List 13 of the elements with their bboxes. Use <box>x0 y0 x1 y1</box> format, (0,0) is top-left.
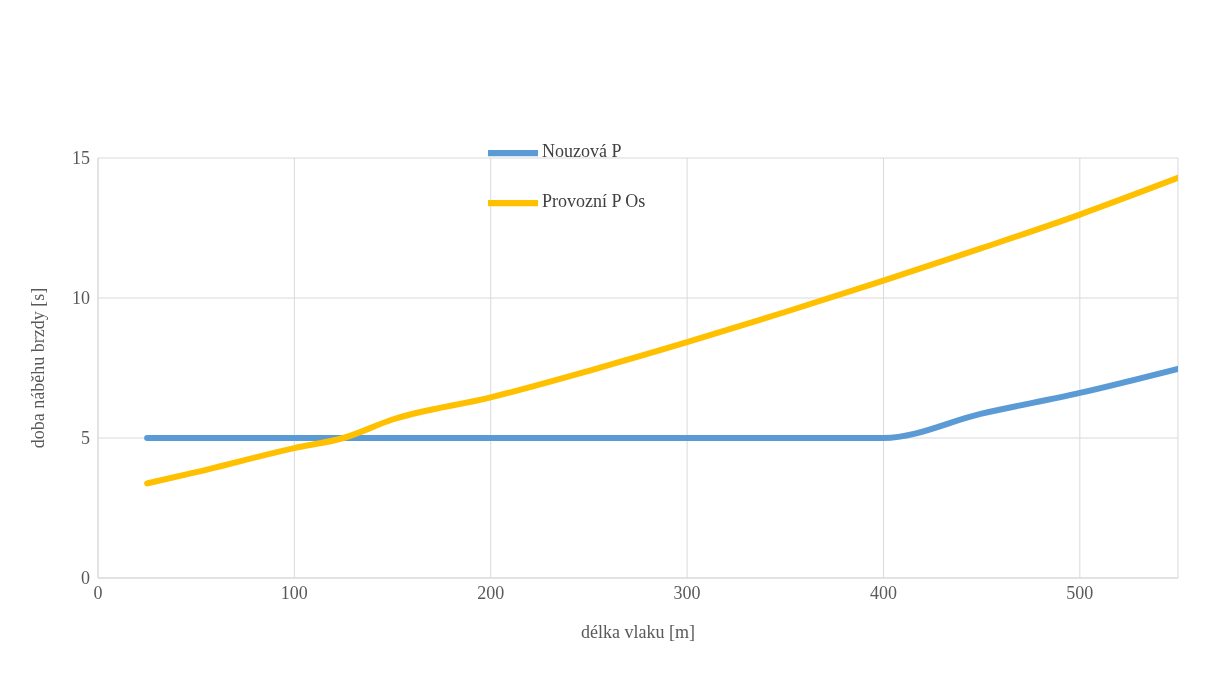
x-tick-label: 400 <box>869 582 897 603</box>
y-tick-label: 5 <box>81 428 90 449</box>
legend-label: Nouzová P <box>542 141 622 162</box>
x-tick-label: 300 <box>673 582 701 603</box>
x-tick-label: 100 <box>280 582 308 603</box>
x-tick-label: 200 <box>477 582 505 603</box>
y-tick-label: 15 <box>72 148 90 169</box>
y-tick-label: 10 <box>72 288 90 309</box>
legend-label: Provozní P Os <box>542 191 646 212</box>
x-tick-label: 500 <box>1066 582 1094 603</box>
y-axis-title: doba náběhu brzdy [s] <box>28 287 49 449</box>
y-tick-label: 0 <box>81 568 90 589</box>
x-axis-title: délka vlaku [m] <box>581 622 695 642</box>
